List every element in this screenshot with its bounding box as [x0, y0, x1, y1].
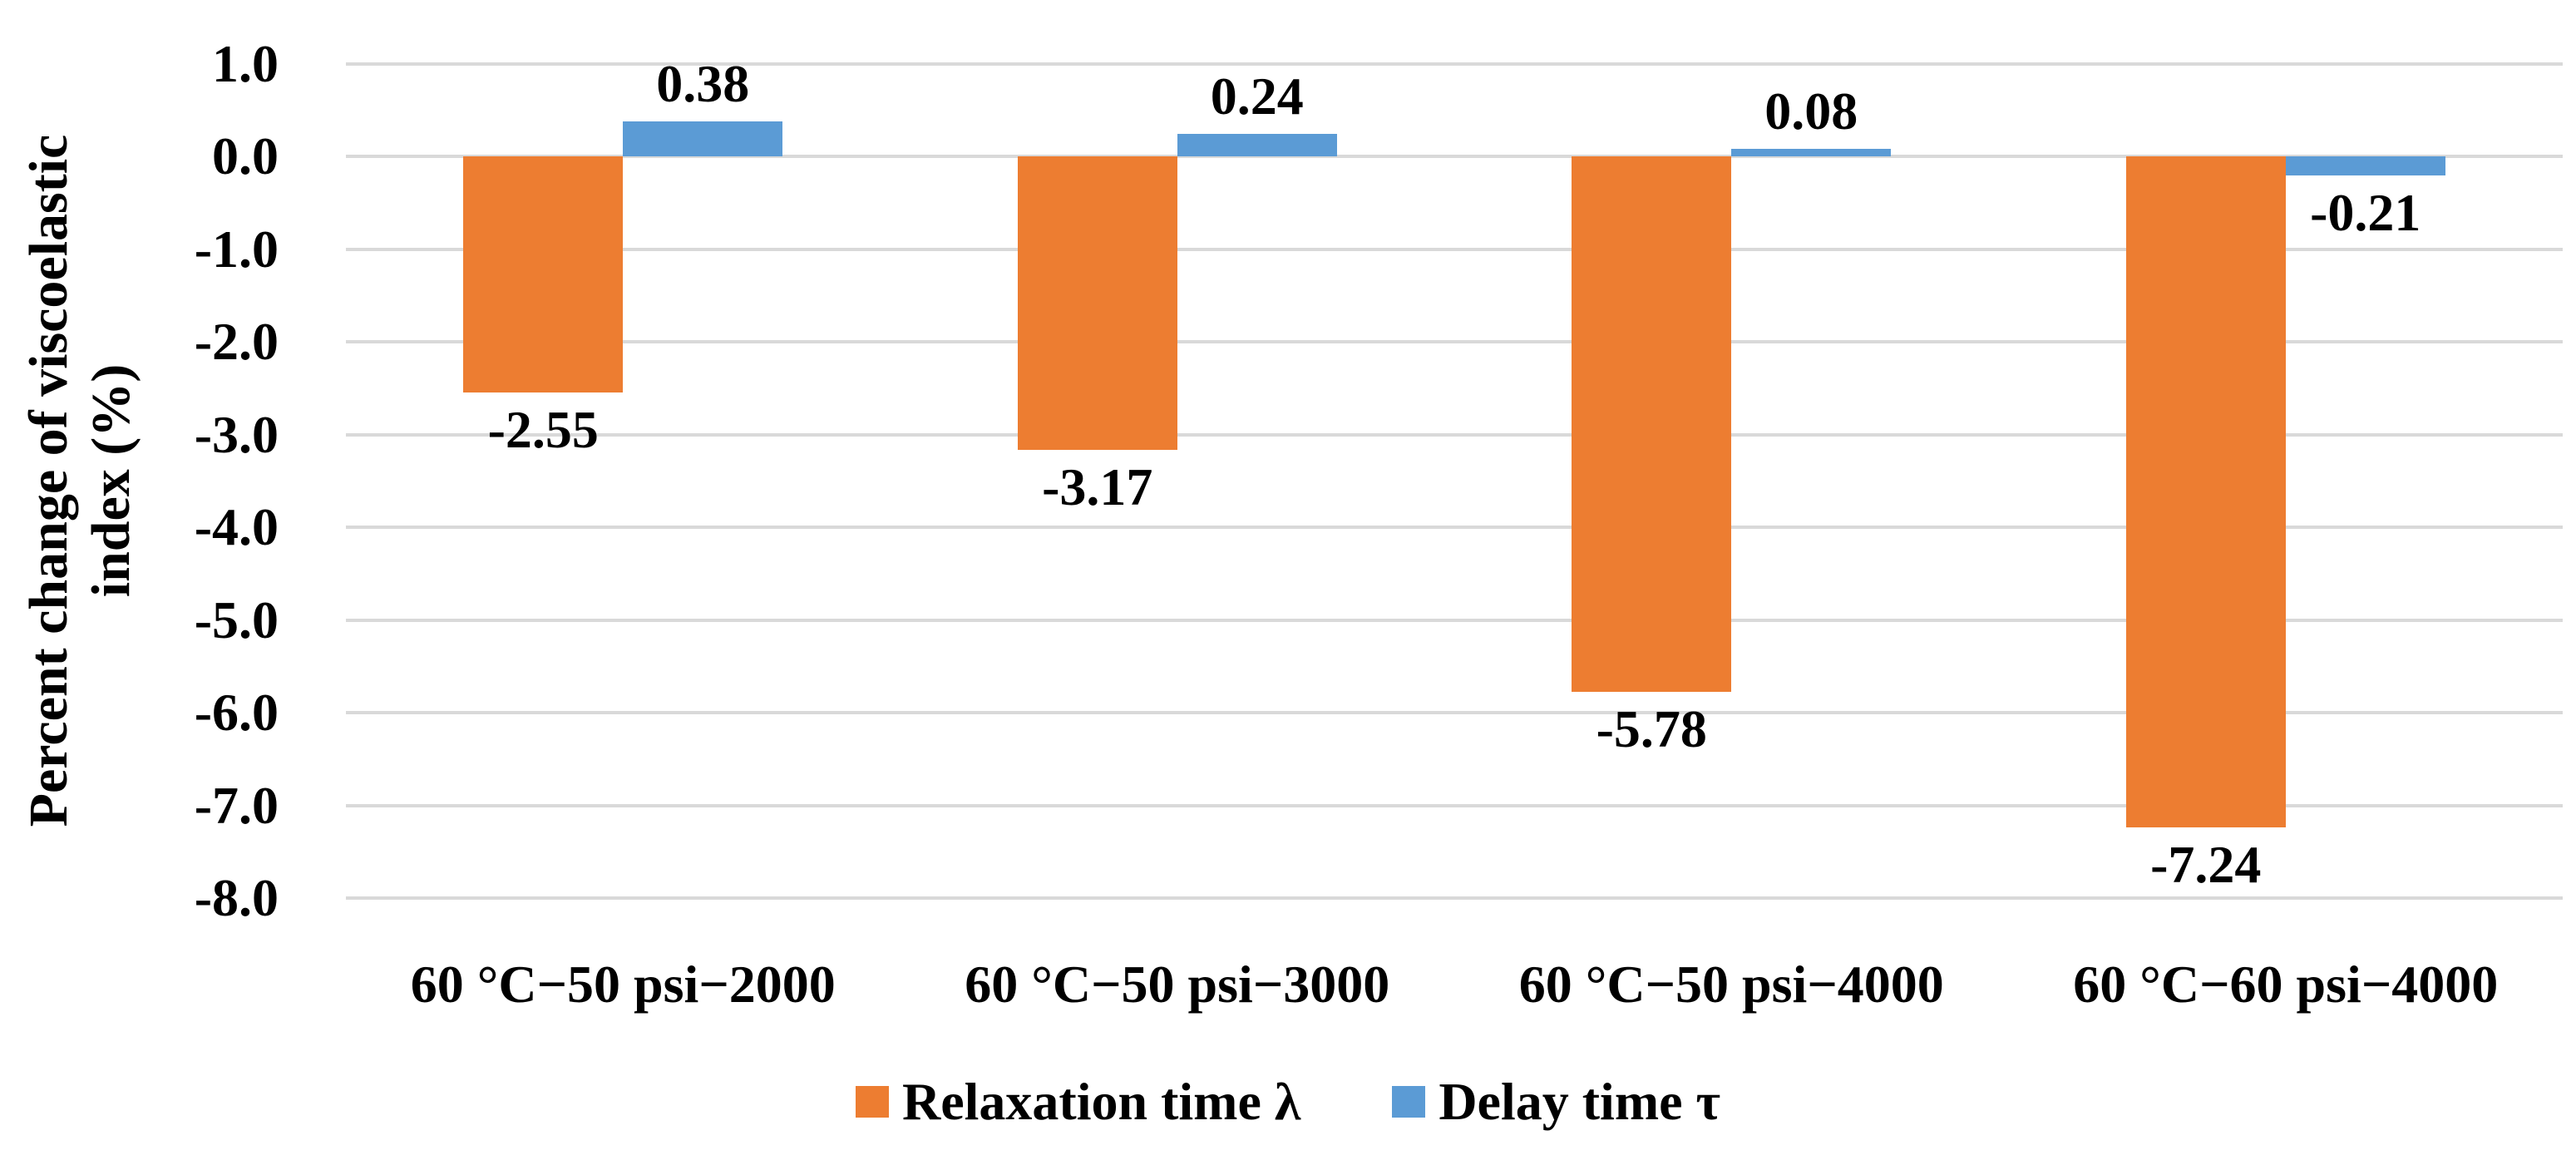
gridline--6.0	[346, 711, 2563, 714]
x-category-label-2: 60 °C−50 psi−3000	[965, 955, 1390, 1014]
bar-relaxation-time-3	[1572, 156, 1732, 693]
y-axis-title-line-1: Percent change of viscoelastic	[18, 134, 79, 827]
x-category-label-1: 60 °C−50 psi−2000	[410, 955, 836, 1014]
y-tick-label--7.0: -7.0	[194, 775, 279, 835]
y-tick-label--3.0: -3.0	[194, 404, 279, 464]
legend-item-relaxation-time: Relaxation time λ	[855, 1072, 1301, 1131]
gridline--7.0	[346, 803, 2563, 807]
bar-relaxation-time-2	[1017, 156, 1177, 451]
bar-delay-time-1	[623, 121, 783, 156]
y-tick-label--8.0: -8.0	[194, 868, 279, 927]
x-category-label-3: 60 °C−50 psi−4000	[1518, 955, 1944, 1014]
gridline--2.0	[346, 340, 2563, 343]
bar-relaxation-time-1	[463, 156, 624, 393]
legend-label-relaxation-time: Relaxation time λ	[901, 1072, 1301, 1131]
data-label-relaxation-time-2: -3.17	[1042, 457, 1153, 517]
legend-item-delay-time: Delay time τ	[1392, 1073, 1720, 1131]
data-label-relaxation-time-4: -7.24	[2150, 835, 2262, 895]
bar-delay-time-3	[1731, 149, 1892, 156]
bar-delay-time-2	[1177, 134, 1337, 156]
gridline--8.0	[346, 896, 2563, 900]
data-label-delay-time-4: -0.21	[2310, 183, 2421, 243]
y-tick-label--6.0: -6.0	[194, 683, 279, 742]
y-tick-label--1.0: -1.0	[194, 219, 279, 279]
gridline-0.0	[346, 155, 2563, 158]
bar-delay-time-4	[2285, 156, 2445, 176]
gridline-1.0	[346, 62, 2563, 66]
gridline--4.0	[346, 526, 2563, 529]
legend-label-delay-time: Delay time τ	[1439, 1072, 1721, 1131]
data-label-relaxation-time-3: -5.78	[1596, 699, 1707, 759]
legend-swatch-relaxation-time	[855, 1086, 889, 1118]
y-tick-label--4.0: -4.0	[194, 497, 279, 556]
data-label-relaxation-time-1: -2.55	[487, 400, 599, 460]
bar-relaxation-time-4	[2125, 156, 2286, 828]
data-label-delay-time-3: 0.08	[1764, 81, 1858, 141]
legend-swatch-delay-time	[1392, 1086, 1426, 1118]
y-tick-label-0.0: 0.0	[212, 126, 279, 185]
gridline--1.0	[346, 247, 2563, 251]
x-category-label-4: 60 °C−60 psi−4000	[2073, 955, 2499, 1014]
y-tick-label--2.0: -2.0	[194, 312, 279, 371]
legend: Relaxation time λ Delay time τ	[0, 1069, 2576, 1135]
gridline--3.0	[346, 432, 2563, 437]
gridline--5.0	[346, 618, 2563, 622]
y-tick-label-1.0: 1.0	[212, 33, 279, 93]
y-tick-label--5.0: -5.0	[194, 590, 279, 649]
data-label-delay-time-1: 0.38	[656, 53, 750, 113]
data-label-delay-time-2: 0.24	[1210, 67, 1304, 126]
